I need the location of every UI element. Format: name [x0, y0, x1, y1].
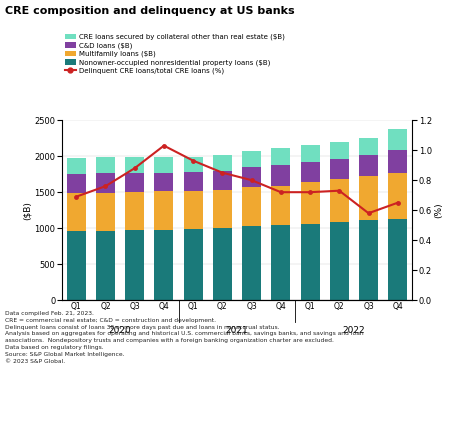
Bar: [242, 166, 261, 187]
Bar: [301, 224, 319, 300]
Legend: CRE loans secured by collateral other than real estate ($B), C&D loans ($B), Mul: CRE loans secured by collateral other th…: [65, 33, 285, 74]
Bar: [155, 173, 173, 191]
Bar: [330, 159, 349, 179]
Bar: [213, 228, 232, 300]
Text: CRE composition and delinquency at US banks: CRE composition and delinquency at US ba…: [5, 6, 294, 16]
Bar: [359, 138, 378, 155]
Text: 2020: 2020: [109, 326, 131, 335]
Bar: [330, 223, 349, 300]
Bar: [388, 130, 407, 151]
Bar: [388, 151, 407, 173]
Bar: [155, 230, 173, 300]
Bar: [67, 231, 86, 300]
Bar: [242, 226, 261, 300]
Bar: [301, 162, 319, 182]
Bar: [67, 193, 86, 231]
Bar: [125, 230, 144, 300]
Bar: [96, 173, 115, 193]
Y-axis label: (%): (%): [435, 202, 444, 218]
Bar: [96, 157, 115, 173]
Bar: [301, 182, 319, 224]
Bar: [271, 165, 291, 186]
Bar: [155, 191, 173, 230]
Bar: [125, 157, 144, 173]
Bar: [183, 230, 203, 300]
Bar: [359, 221, 378, 300]
Bar: [330, 142, 349, 159]
Bar: [359, 155, 378, 175]
Bar: [330, 179, 349, 223]
Bar: [213, 155, 232, 171]
Text: Data compiled Feb. 21, 2023.
CRE = commercial real estate; C&D = construction an: Data compiled Feb. 21, 2023. CRE = comme…: [5, 311, 364, 364]
Y-axis label: ($B): ($B): [23, 201, 32, 220]
Bar: [67, 157, 86, 174]
Bar: [271, 148, 291, 165]
Bar: [96, 231, 115, 300]
Bar: [125, 173, 144, 192]
Bar: [242, 151, 261, 166]
Bar: [183, 157, 203, 172]
Bar: [388, 219, 407, 300]
Bar: [271, 225, 291, 300]
Text: 2021: 2021: [226, 326, 248, 335]
Bar: [67, 174, 86, 193]
Bar: [155, 157, 173, 173]
Bar: [96, 193, 115, 231]
Bar: [301, 145, 319, 162]
Bar: [125, 192, 144, 230]
Text: 2022: 2022: [343, 326, 365, 335]
Bar: [183, 172, 203, 191]
Bar: [242, 187, 261, 226]
Bar: [213, 190, 232, 228]
Bar: [183, 191, 203, 230]
Bar: [271, 186, 291, 225]
Bar: [213, 171, 232, 190]
Bar: [359, 175, 378, 221]
Bar: [388, 173, 407, 219]
